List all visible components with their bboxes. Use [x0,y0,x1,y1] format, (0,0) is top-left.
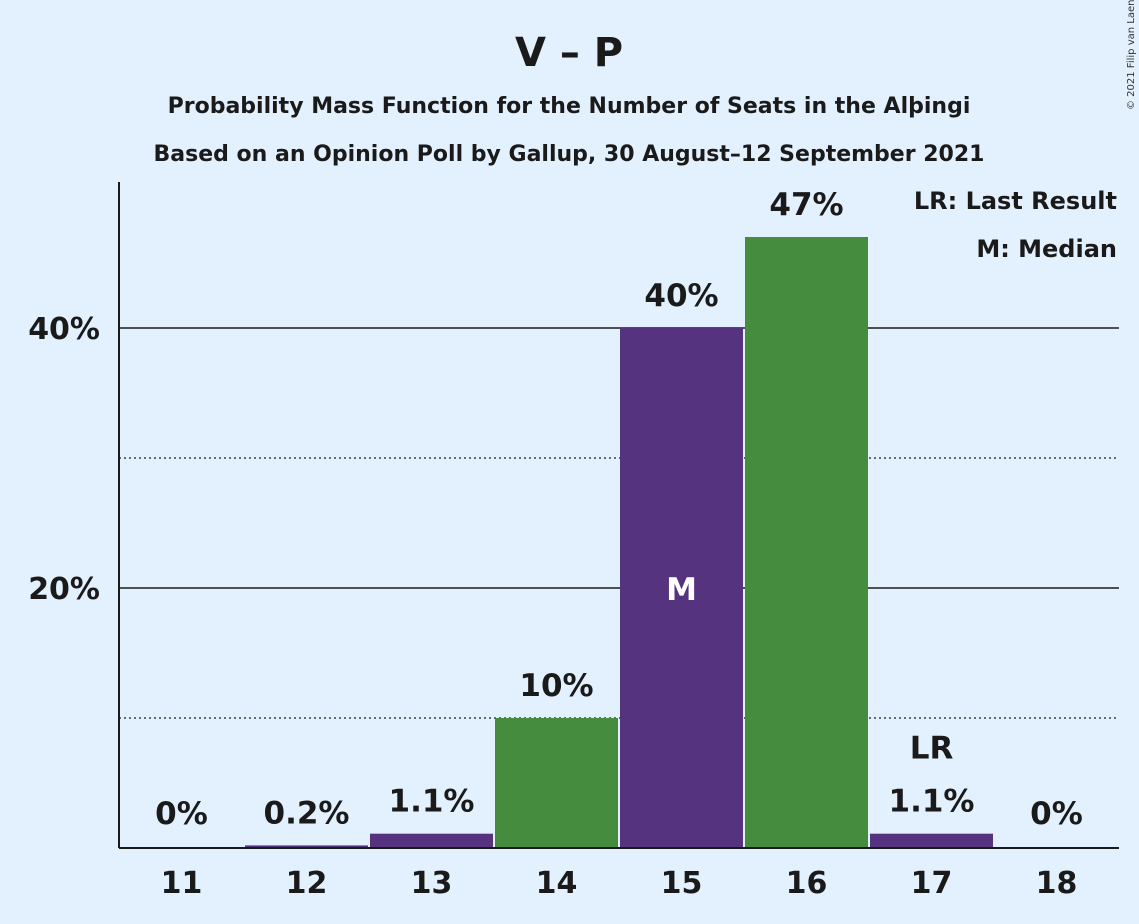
x-tick-label: 15 [661,866,703,901]
bars [245,237,993,848]
x-tick-label: 16 [786,866,828,901]
bar-seats-12 [245,845,368,848]
bar-seats-13 [370,833,493,848]
chart-title: V – P [515,30,623,76]
axes [118,182,1119,849]
value-label: 40% [644,278,718,314]
y-tick-label: 20% [28,572,100,607]
x-tick-label: 13 [411,866,453,901]
y-tick-label: 40% [28,312,100,347]
value-label: 47% [769,187,843,223]
gridlines: 20% 40% [28,312,1119,719]
bar-labels: 11 0% 12 0.2% 13 1.1% 14 10% 15 40% M 16 47% 17 1.1% LR… [155,187,1083,901]
value-label: 1.1% [889,784,975,820]
chart-subtitle-1: Probability Mass Function for the Number… [168,94,971,119]
last-result-marker: LR [910,731,954,767]
bar-seats-16 [745,237,868,848]
chart-subtitle-2: Based on an Opinion Poll by Gallup, 30 A… [154,142,985,167]
bar-seats-14 [495,718,618,848]
value-label: 0% [155,796,208,832]
value-label: 0.2% [264,795,350,831]
x-tick-label: 18 [1036,866,1078,901]
x-tick-label: 14 [536,866,578,901]
x-tick-label: 17 [911,866,953,901]
x-tick-label: 12 [286,866,328,901]
bar-seats-17 [870,833,993,848]
median-marker: M [666,572,697,608]
value-label: 1.1% [389,784,475,820]
value-label: 0% [1030,796,1083,832]
copyright-note: © 2021 Filip van Laenen [1126,0,1137,110]
value-label: 10% [519,668,593,704]
legend-median: M: Median [976,235,1117,263]
legend-last-result: LR: Last Result [914,187,1117,215]
x-tick-label: 11 [161,866,203,901]
bar-seats-15 [620,328,743,848]
